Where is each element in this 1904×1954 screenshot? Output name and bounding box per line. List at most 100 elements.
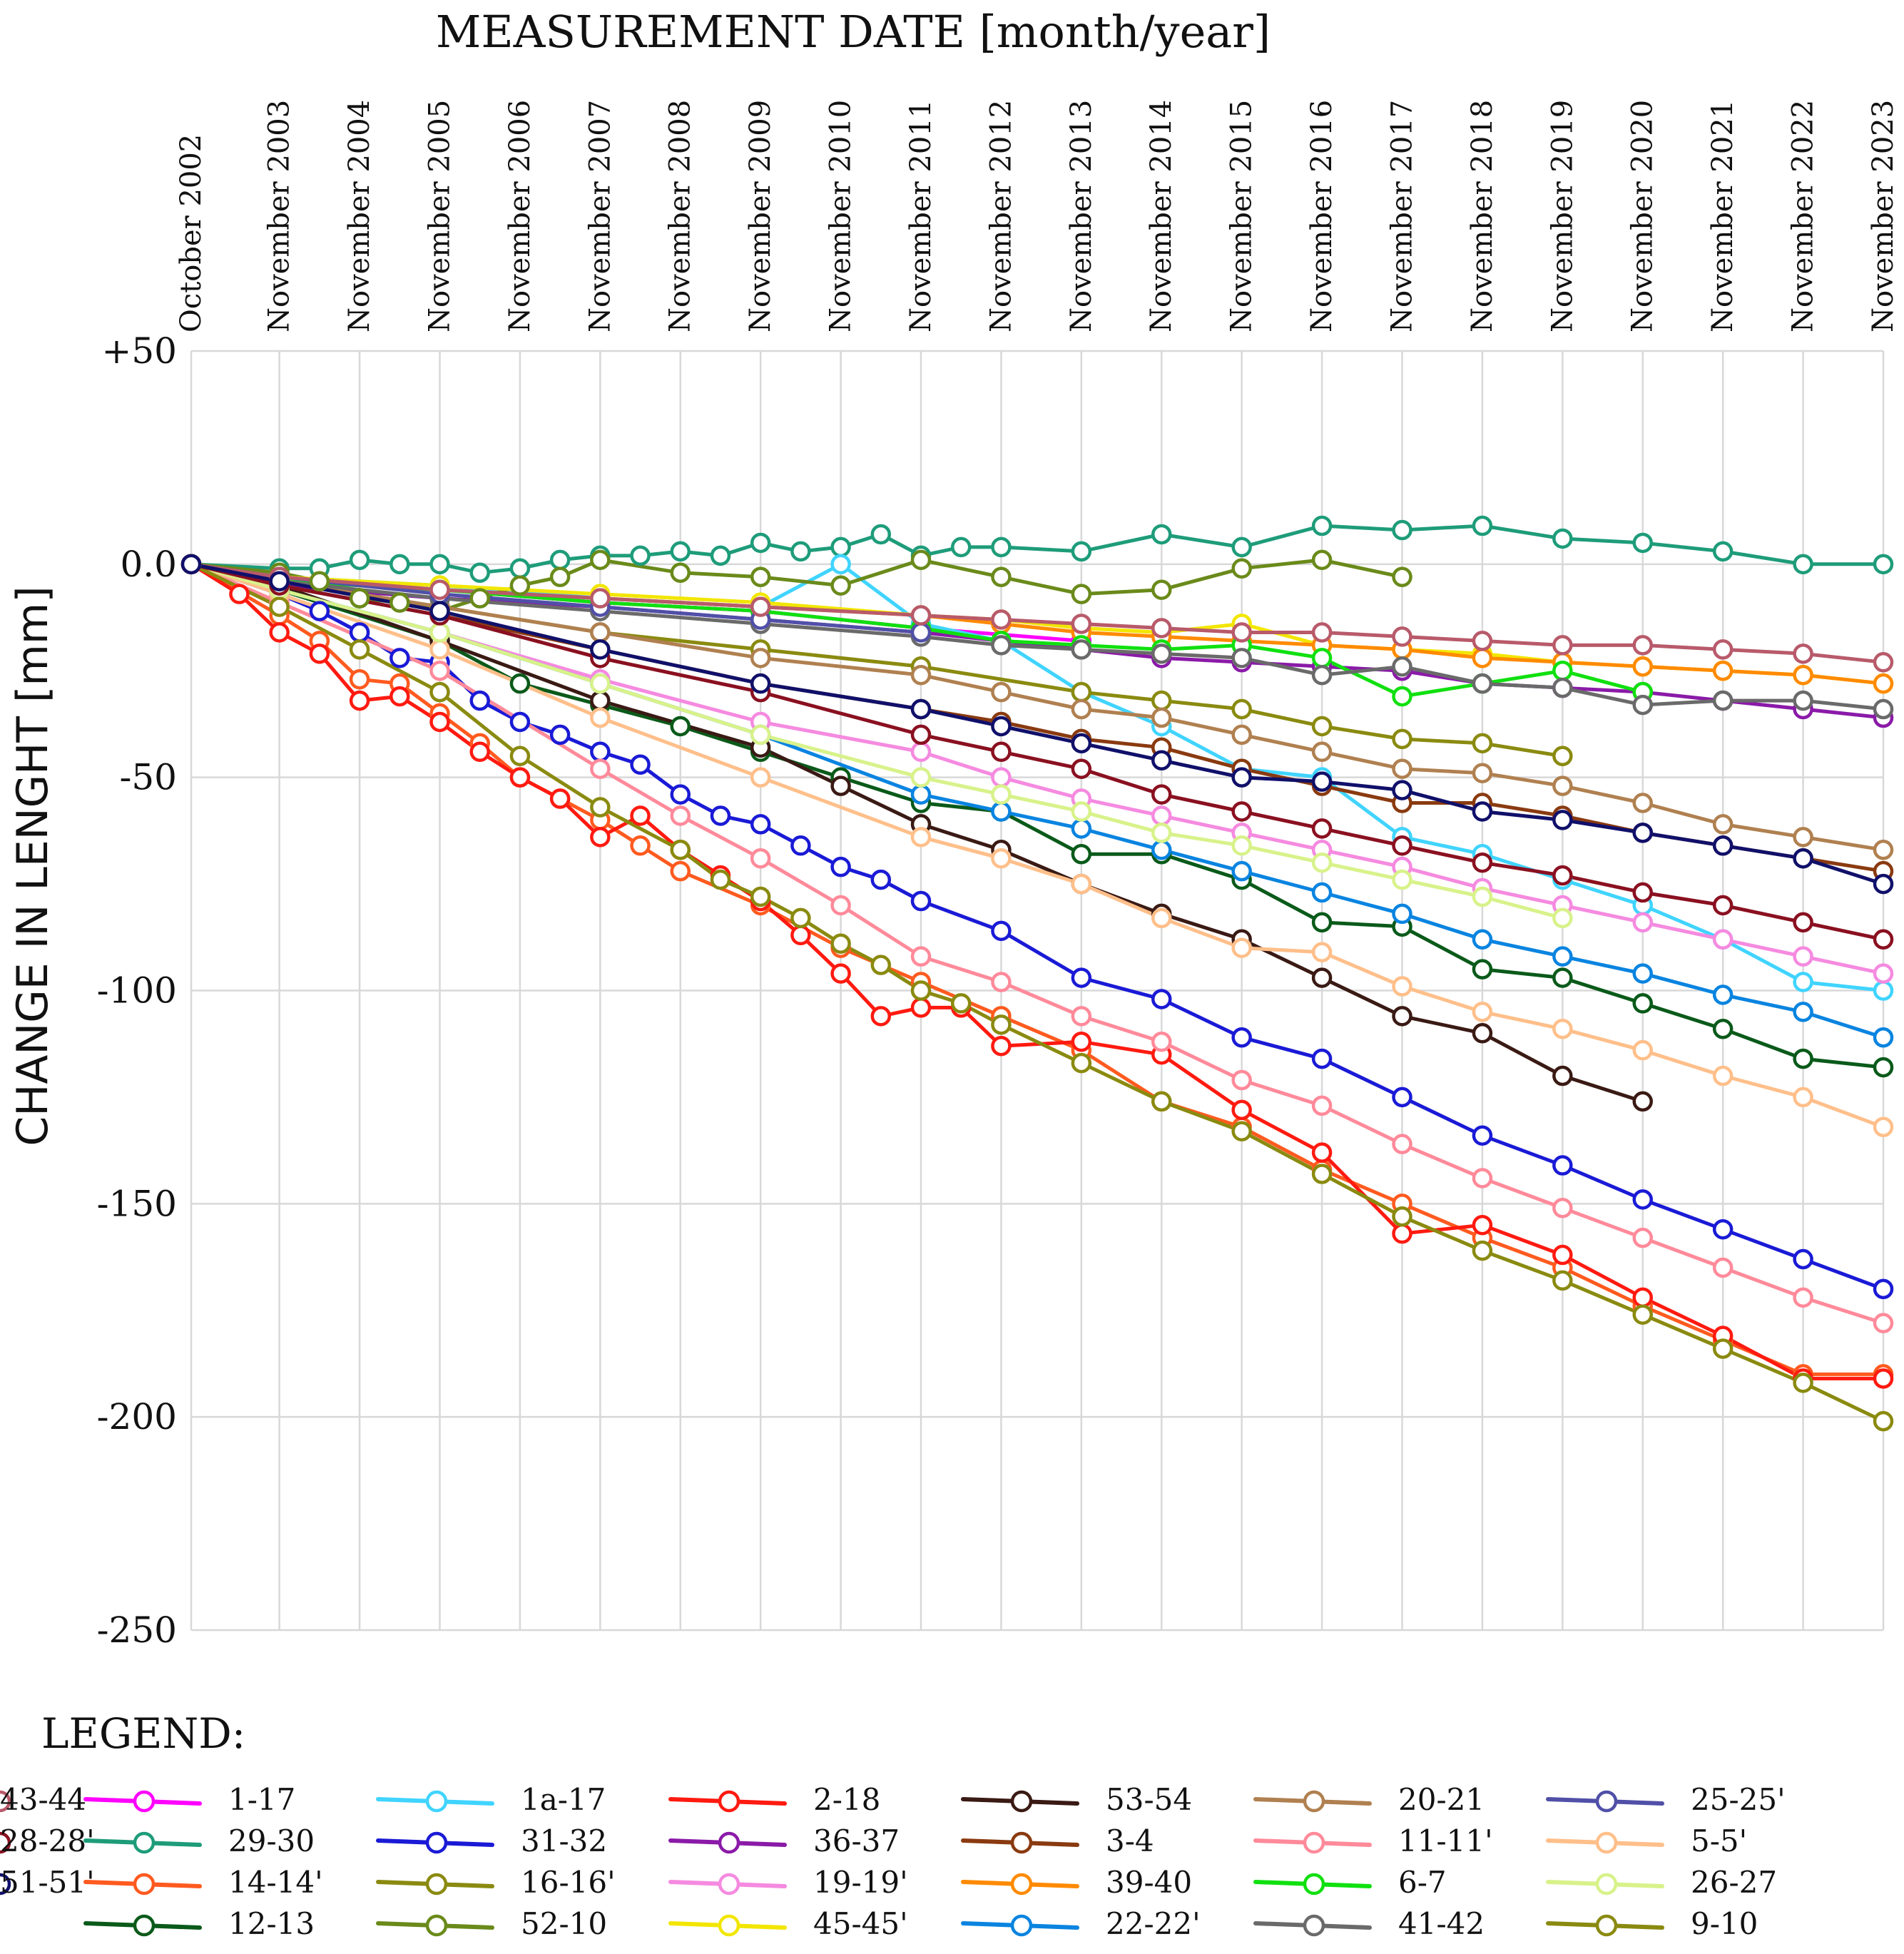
data-point[interactable] [1392, 626, 1412, 647]
data-point[interactable] [1793, 554, 1813, 575]
data-point[interactable] [1392, 903, 1412, 925]
data-point[interactable] [1472, 1002, 1493, 1022]
data-point[interactable] [1311, 664, 1333, 686]
data-point[interactable] [991, 972, 1012, 992]
legend-item[interactable]: 43-44 [0, 1782, 86, 1817]
data-point[interactable] [1151, 579, 1172, 600]
data-point[interactable] [1712, 895, 1734, 916]
data-point[interactable] [1311, 622, 1333, 643]
data-point[interactable] [1793, 827, 1813, 848]
data-point[interactable] [1311, 716, 1333, 737]
legend-item[interactable]: 19-19' [668, 1865, 908, 1900]
data-point[interactable] [1311, 648, 1333, 668]
data-point[interactable] [1552, 810, 1573, 830]
data-point[interactable] [950, 536, 972, 558]
data-point[interactable] [910, 980, 932, 1001]
data-point[interactable] [991, 681, 1012, 703]
data-point[interactable] [1311, 942, 1333, 962]
data-point[interactable] [790, 925, 811, 946]
data-point[interactable] [910, 724, 932, 746]
data-point[interactable] [1392, 1006, 1412, 1027]
data-point[interactable] [1151, 524, 1172, 545]
data-point[interactable] [1632, 1227, 1653, 1248]
data-point[interactable] [1632, 823, 1653, 843]
data-point[interactable] [991, 566, 1012, 588]
data-point[interactable] [1552, 746, 1573, 767]
data-point[interactable] [670, 541, 691, 562]
data-point[interactable] [1231, 937, 1252, 958]
data-point[interactable] [1552, 528, 1573, 549]
data-point[interactable] [1311, 549, 1333, 571]
data-point[interactable] [1552, 865, 1573, 886]
data-point[interactable] [1873, 1027, 1894, 1048]
data-point[interactable] [390, 554, 410, 575]
data-point[interactable] [1712, 541, 1734, 562]
data-point[interactable] [1311, 515, 1333, 536]
legend-item[interactable]: 25-25' [1546, 1782, 1786, 1817]
data-point[interactable] [670, 716, 691, 737]
data-point[interactable] [1712, 814, 1734, 835]
data-point[interactable] [1472, 631, 1493, 651]
data-point[interactable] [1552, 1065, 1573, 1087]
data-point[interactable] [1632, 1091, 1653, 1112]
data-point[interactable] [830, 856, 851, 877]
data-point[interactable] [1632, 1304, 1653, 1325]
data-point[interactable] [870, 869, 892, 890]
data-point[interactable] [710, 869, 731, 890]
data-point[interactable] [1151, 823, 1172, 843]
series-line-43-44[interactable] [189, 562, 1885, 664]
data-point[interactable] [590, 588, 611, 609]
series-line-41-42[interactable] [189, 562, 1885, 711]
data-point[interactable] [991, 1035, 1012, 1057]
data-point[interactable] [630, 835, 651, 856]
data-point[interactable] [1071, 614, 1092, 634]
data-point[interactable] [1151, 989, 1172, 1009]
legend-item[interactable]: 36-37 [668, 1823, 900, 1858]
data-point[interactable] [1071, 584, 1092, 604]
data-point[interactable] [1712, 1019, 1734, 1039]
data-point[interactable] [1552, 946, 1573, 967]
data-point[interactable] [790, 907, 811, 929]
data-point[interactable] [1392, 686, 1412, 707]
data-point[interactable] [349, 690, 370, 711]
data-point[interactable] [750, 724, 771, 746]
data-point[interactable] [349, 549, 370, 571]
series-line-20-21[interactable] [189, 562, 1885, 852]
data-point[interactable] [1552, 1019, 1573, 1039]
data-point[interactable] [390, 592, 410, 613]
data-point[interactable] [1793, 1248, 1813, 1270]
data-point[interactable] [1632, 656, 1653, 677]
data-point[interactable] [1392, 976, 1412, 997]
data-point[interactable] [1712, 929, 1734, 950]
data-point[interactable] [1712, 984, 1734, 1005]
legend-item[interactable]: 28-28' [0, 1823, 95, 1858]
data-point[interactable] [1392, 1134, 1412, 1154]
series-line-51-51'[interactable] [189, 562, 1885, 886]
data-point[interactable] [1071, 818, 1092, 839]
data-point[interactable] [1632, 993, 1653, 1014]
data-point[interactable] [991, 609, 1012, 630]
data-point[interactable] [910, 827, 932, 848]
data-point[interactable] [269, 596, 290, 617]
data-point[interactable] [1472, 1125, 1493, 1146]
data-point[interactable] [1392, 1223, 1412, 1244]
data-point[interactable] [469, 690, 490, 711]
data-point[interactable] [750, 767, 771, 788]
data-point[interactable] [509, 767, 531, 788]
data-point[interactable] [1632, 1189, 1653, 1210]
legend-item[interactable]: 45-45' [668, 1906, 908, 1941]
data-point[interactable] [1071, 639, 1092, 660]
legend-item[interactable]: 53-54 [961, 1782, 1192, 1817]
legend-item[interactable]: 29-30 [83, 1823, 315, 1858]
data-point[interactable] [1873, 554, 1894, 575]
data-point[interactable] [1793, 912, 1813, 933]
data-point[interactable] [991, 784, 1012, 805]
data-point[interactable] [1873, 1057, 1894, 1078]
data-point[interactable] [1873, 1116, 1894, 1138]
data-point[interactable] [590, 639, 611, 660]
data-point[interactable] [1472, 929, 1493, 950]
legend-item[interactable]: 6-7 [1253, 1865, 1447, 1900]
data-point[interactable] [429, 601, 450, 621]
data-point[interactable] [910, 605, 932, 626]
data-point[interactable] [1231, 1099, 1252, 1121]
